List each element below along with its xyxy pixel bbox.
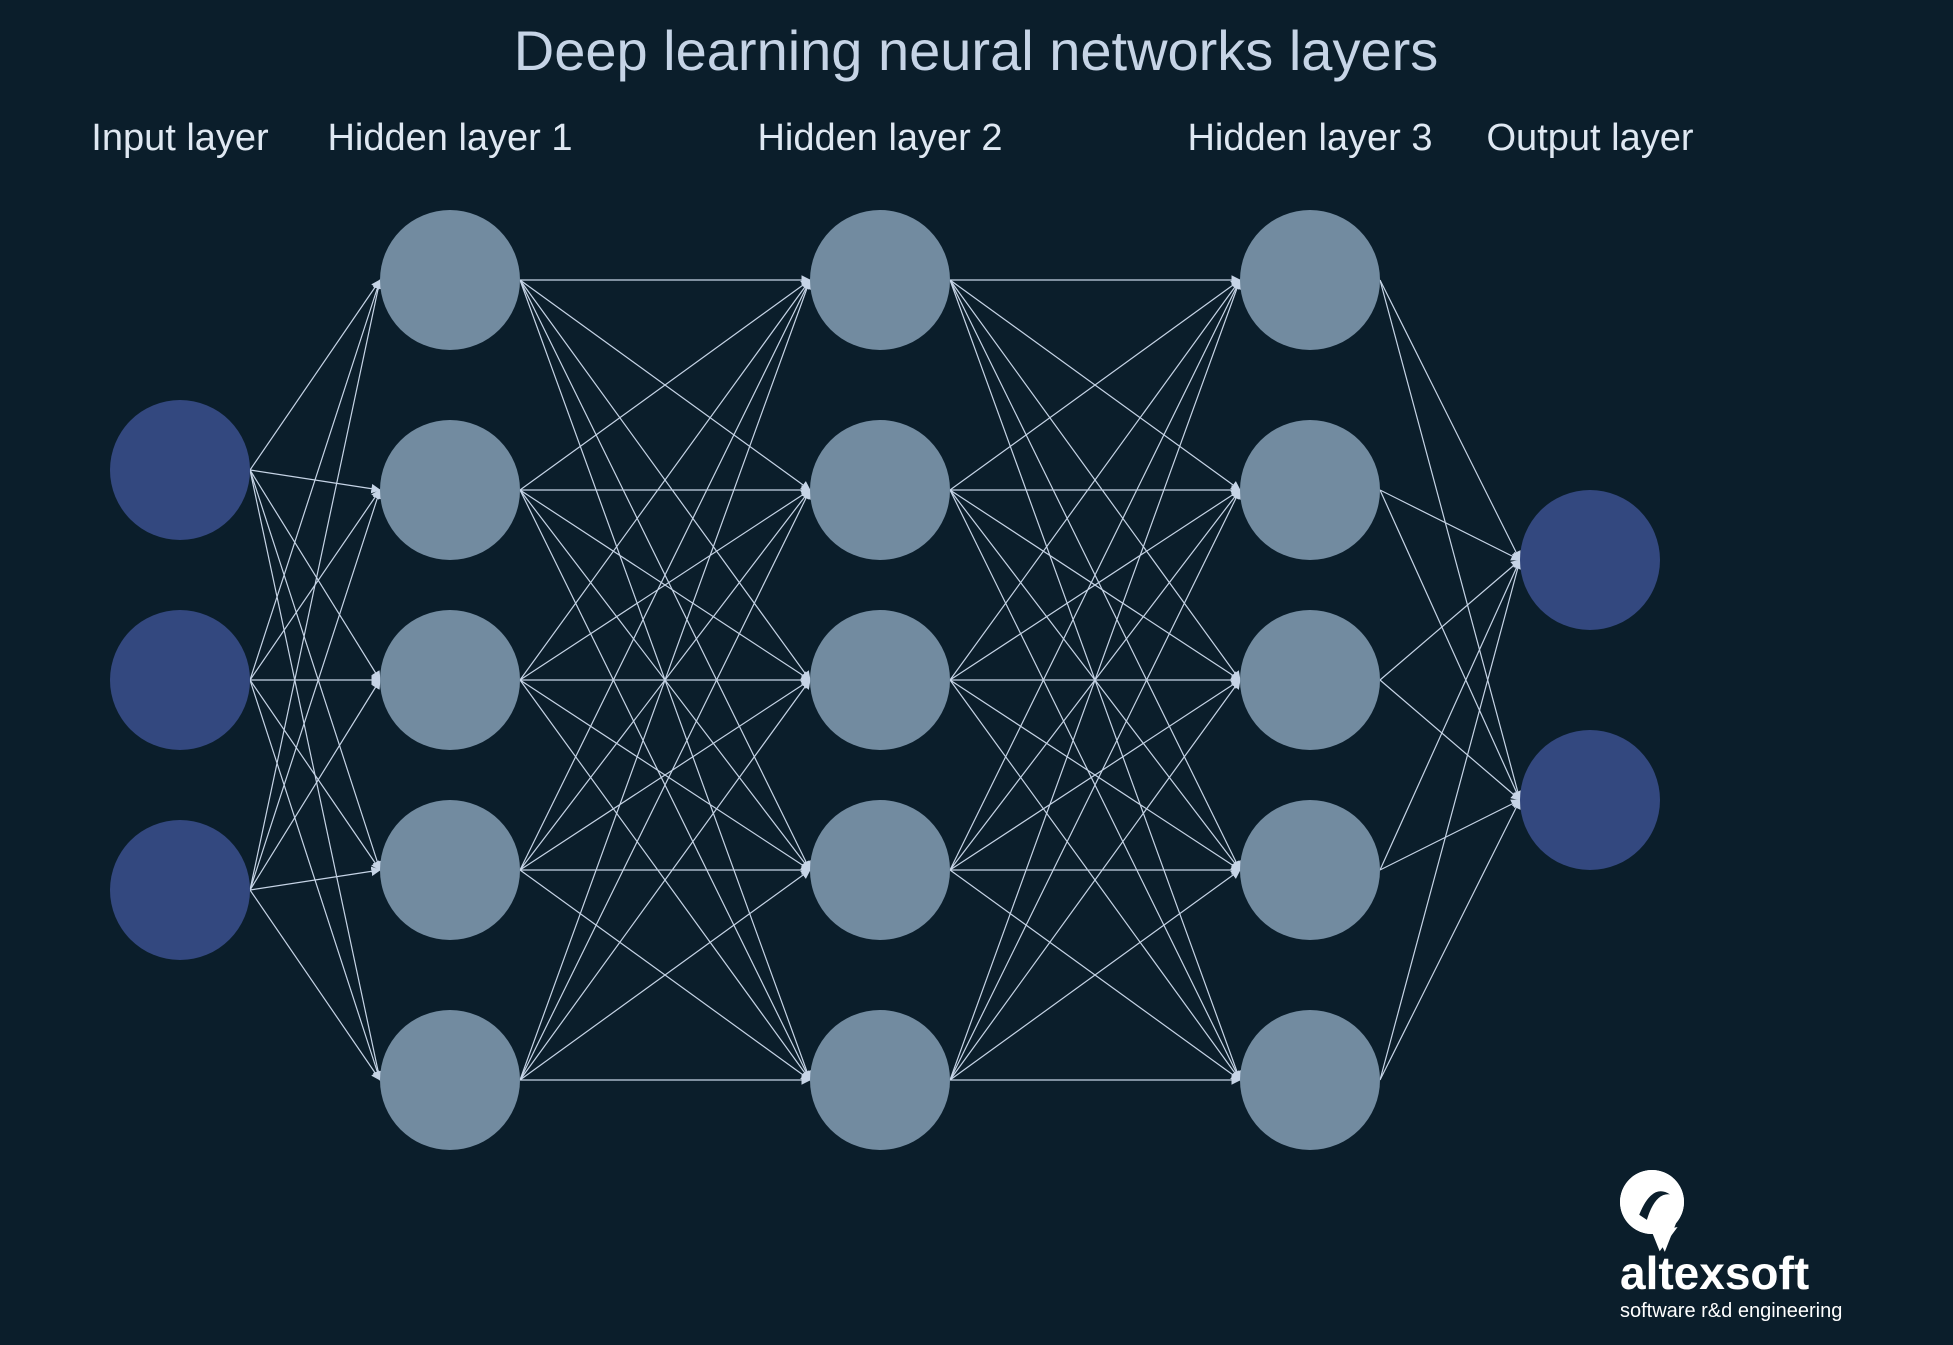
layer-label: Hidden layer 2 <box>757 117 1002 159</box>
hidden-node <box>380 610 520 750</box>
layer-label: Hidden layer 1 <box>327 117 572 159</box>
hidden-node <box>810 610 950 750</box>
io-node <box>110 610 250 750</box>
hidden-node <box>1240 1010 1380 1150</box>
hidden-node <box>380 800 520 940</box>
hidden-node <box>810 1010 950 1150</box>
hidden-node <box>1240 610 1380 750</box>
diagram-canvas: Deep learning neural networks layers Inpu… <box>0 0 1953 1345</box>
layer-label: Output layer <box>1487 117 1694 159</box>
hidden-node <box>380 210 520 350</box>
hidden-node <box>810 800 950 940</box>
hidden-node <box>1240 800 1380 940</box>
logo-tagline-text: software r&d engineering <box>1620 1300 1842 1322</box>
hidden-node <box>810 420 950 560</box>
io-node <box>110 820 250 960</box>
hidden-node <box>1240 210 1380 350</box>
logo-brand-text: altexsoft <box>1620 1247 1809 1299</box>
layer-label: Hidden layer 3 <box>1187 117 1432 159</box>
hidden-node <box>1240 420 1380 560</box>
hidden-node <box>810 210 950 350</box>
hidden-node <box>380 420 520 560</box>
hidden-node <box>380 1010 520 1150</box>
io-node <box>110 400 250 540</box>
io-node <box>1520 730 1660 870</box>
io-node <box>1520 490 1660 630</box>
layer-label: Input layer <box>91 117 269 159</box>
diagram-title: Deep learning neural networks layers <box>514 19 1439 82</box>
